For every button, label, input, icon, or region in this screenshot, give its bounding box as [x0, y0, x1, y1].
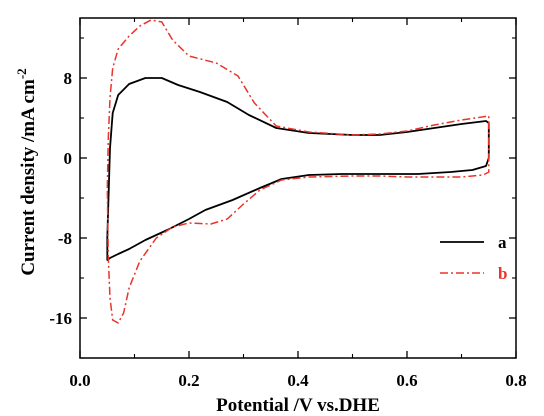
y-tick-label: 8	[64, 69, 73, 88]
y-tick-label: 0	[64, 149, 73, 168]
plot-area	[106, 19, 490, 324]
x-tick-label: 0.4	[287, 371, 309, 390]
legend-label-a: a	[498, 233, 507, 252]
y-axis-title: Current density /mA cm-2	[14, 68, 39, 275]
x-tick-label: 0.6	[396, 371, 417, 390]
y-tick-label: -16	[49, 309, 72, 328]
x-tick-label: 0.0	[69, 371, 90, 390]
series-a-curve	[106, 77, 490, 261]
legend-label-b: b	[498, 264, 507, 283]
legend: ab	[440, 233, 507, 283]
y-tick-label: -8	[58, 229, 72, 248]
y-axis-title-group: Current density /mA cm-2	[14, 68, 39, 275]
x-axis-title: Potential /V vs.DHE	[216, 395, 380, 416]
x-tick-label: 0.8	[505, 371, 526, 390]
x-tick-label: 0.2	[178, 371, 199, 390]
plot-frame	[79, 17, 517, 359]
series-b-curve	[106, 19, 490, 324]
axes: 0.0 0.2 0.4 0.6 0.8 -16 -8 0 8	[49, 17, 527, 390]
